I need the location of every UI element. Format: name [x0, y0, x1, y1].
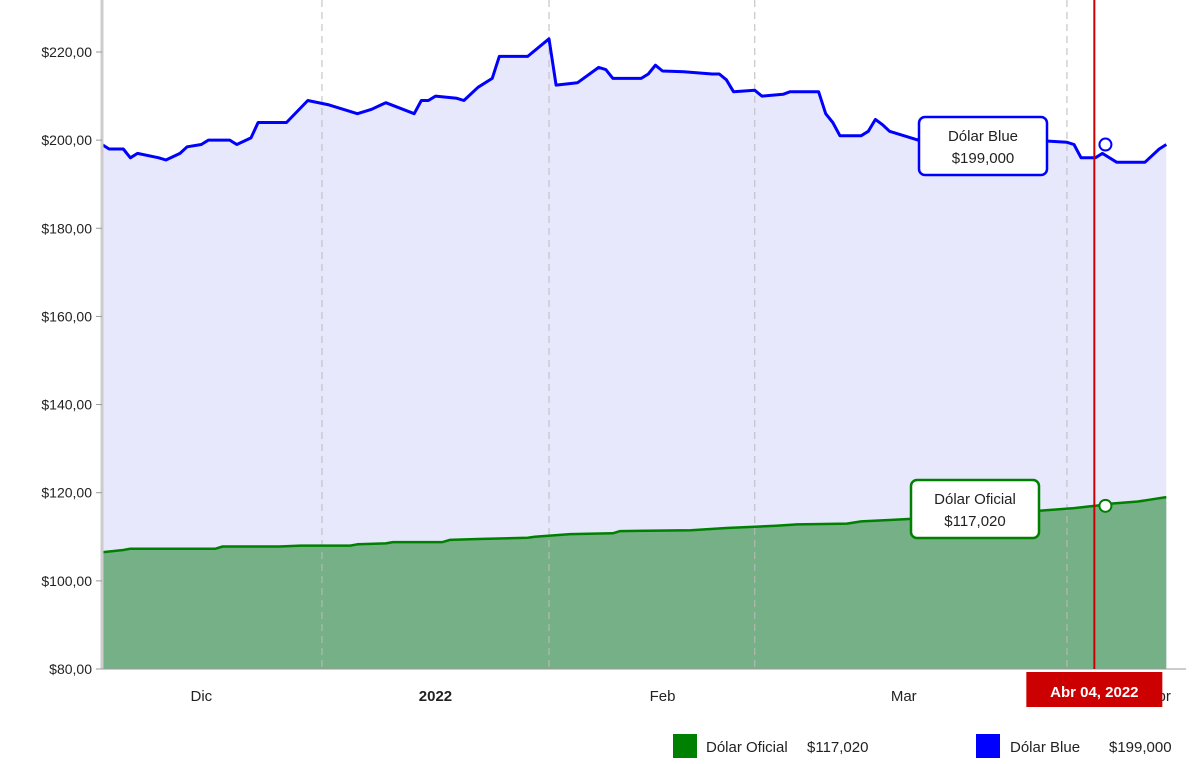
y-tick-label: $220,00	[41, 44, 92, 60]
plot-area[interactable]	[101, 0, 1168, 670]
legend: Dólar Oficial $117,020 Dólar Blue $199,000	[673, 734, 1172, 758]
y-tick-label: $180,00	[41, 220, 92, 236]
x-tick-label: Feb	[650, 688, 676, 705]
x-tick-label: Mar	[891, 688, 917, 705]
blue-series-area	[102, 38, 1167, 670]
x-tick-label: 2022	[419, 688, 452, 705]
y-tick-label: $160,00	[41, 308, 92, 324]
cursor-date-box	[1026, 672, 1163, 707]
y-tick-label: $140,00	[41, 397, 92, 413]
cursor-date-label: Abr 04, 2022	[1050, 684, 1138, 701]
blue-hover-point	[1098, 137, 1113, 152]
oficial-legend-value: $117,020	[807, 739, 868, 756]
oficial-tooltip-name: Dólar Oficial	[934, 491, 1016, 508]
oficial-legend-name: Dólar Oficial	[706, 739, 788, 756]
blue-tooltip-name: Dólar Blue	[948, 128, 1018, 145]
oficial-tooltip-box	[909, 478, 1041, 540]
y-tick-label: $200,00	[41, 132, 92, 148]
y-tick-label: $100,00	[41, 573, 92, 589]
blue-tooltip-value: $199,000	[952, 150, 1015, 167]
y-tick-label: $120,00	[41, 485, 92, 501]
oficial-series-area	[102, 497, 1167, 669]
oficial-series-line	[101, 495, 1167, 554]
blue-legend-value: $199,000	[1109, 739, 1172, 756]
oficial-legend-swatch	[673, 734, 697, 758]
oficial-tooltip-value: $117,020	[944, 513, 1005, 530]
blue-legend-name: Dólar Blue	[1010, 739, 1080, 756]
blue-legend-swatch	[976, 734, 1000, 758]
overlay: Abr 04, 2022 Dólar Blue $199,000 Dólar Ofic…	[909, 0, 1163, 707]
blue-tooltip-box	[917, 115, 1049, 177]
y-tick-label: $80,00	[49, 661, 92, 677]
x-tick-label: Dic	[190, 688, 212, 705]
oficial-hover-point	[1098, 498, 1113, 513]
